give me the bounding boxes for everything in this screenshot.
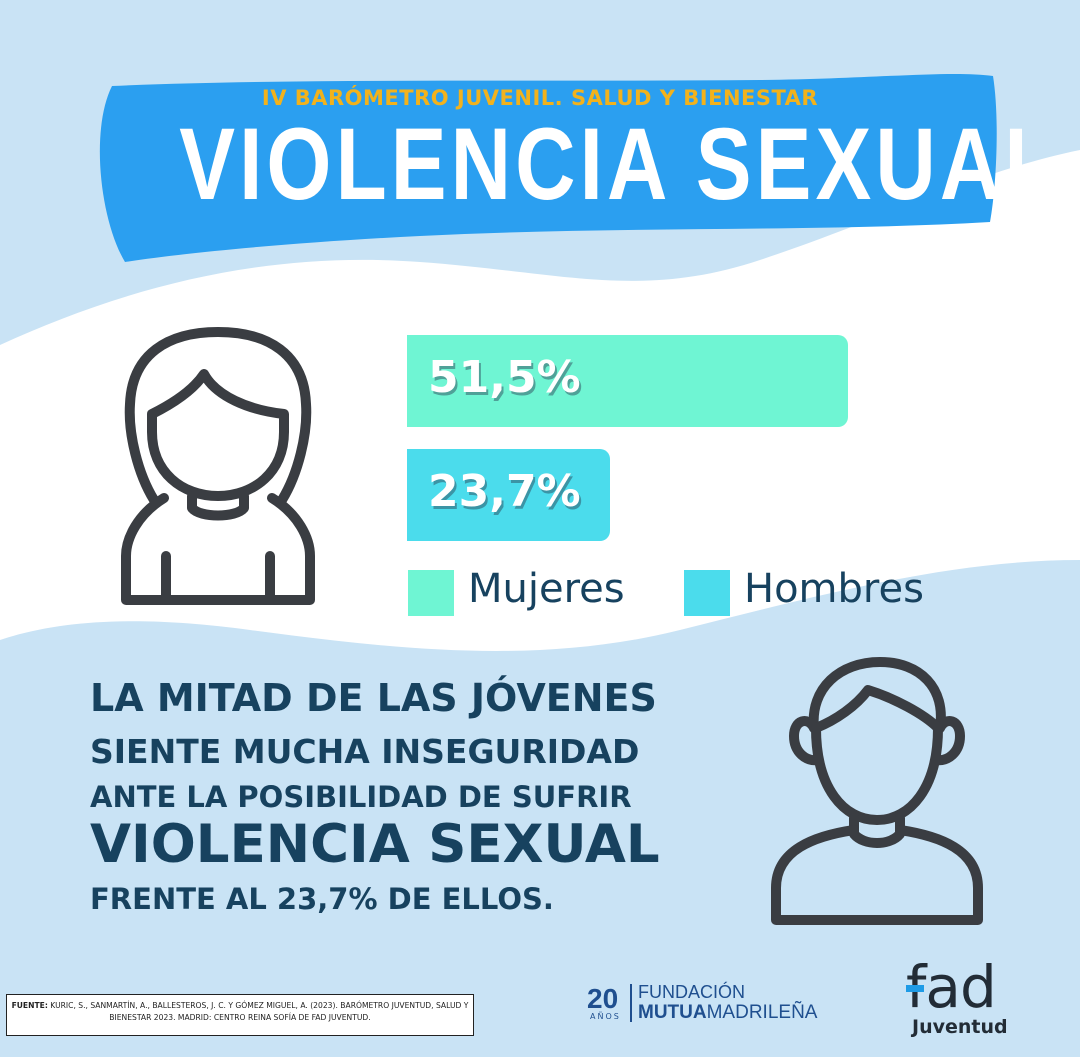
fad-juventud-label: Juventud: [912, 1016, 1008, 1038]
fad-logo-accent: [906, 985, 924, 992]
main-title: VIOLENCIA SEXUAL: [179, 107, 1060, 221]
logo-mutua-bold: MUTUA: [638, 1002, 707, 1023]
logo-20-number: 20: [587, 983, 619, 1014]
woman-user-icon: [121, 327, 315, 605]
logo-fundacion: FUNDACIÓN: [638, 982, 745, 1002]
message-line-3: ANTE LA POSIBILIDAD DE SUFRIR: [90, 780, 632, 814]
logo-madrilena: MADRILEÑA: [706, 1002, 818, 1023]
logo-anos: AÑOS: [590, 1012, 621, 1021]
message-line-5: FRENTE AL 23,7% DE ELLOS.: [90, 882, 554, 916]
title-banner: [99, 73, 997, 262]
legend-label-mujeres: Mujeres: [468, 566, 625, 612]
message-line-2: SIENTE MUCHA INSEGURIDAD: [90, 732, 640, 771]
legend-swatch-mujeres: [408, 570, 454, 616]
bar-mujeres: [407, 335, 848, 427]
legend-swatch-hombres: [684, 570, 730, 616]
source-note: FUENTE: KURIC, S., SANMARTÍN, A., BALLES…: [6, 994, 474, 1036]
logo-divider: [630, 984, 632, 1022]
legend-label-hombres: Hombres: [744, 566, 924, 612]
source-label: FUENTE:: [11, 1001, 48, 1010]
man-user-icon: [771, 657, 983, 925]
logo-mutua-madrilena: MUTUAMADRILEÑA: [638, 1002, 817, 1024]
source-text: KURIC, S., SANMARTÍN, A., BALLESTEROS, J…: [50, 1001, 469, 1022]
bar-hombres: [407, 449, 610, 541]
message-highlight: VIOLENCIA SEXUAL: [90, 814, 660, 875]
value-label-hombres: 23,7%: [428, 466, 581, 517]
message-line-1: LA MITAD DE LAS JÓVENES: [90, 676, 657, 720]
value-label-mujeres: 51,5%: [428, 352, 581, 403]
report-name: IV BARÓMETRO JUVENIL. SALUD Y BIENESTAR: [261, 86, 819, 110]
